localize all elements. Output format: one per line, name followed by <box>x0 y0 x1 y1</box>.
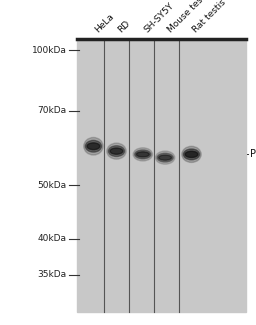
Ellipse shape <box>110 148 123 154</box>
Ellipse shape <box>136 152 149 157</box>
Text: PTBP2: PTBP2 <box>250 150 256 159</box>
Text: SH-SY5Y: SH-SY5Y <box>142 1 175 34</box>
Ellipse shape <box>85 140 102 152</box>
Text: Mouse testis: Mouse testis <box>166 0 213 34</box>
Bar <box>77 39 246 312</box>
Ellipse shape <box>87 143 100 150</box>
Ellipse shape <box>108 146 125 157</box>
Text: 40kDa: 40kDa <box>38 234 67 243</box>
Text: HeLa: HeLa <box>93 12 116 34</box>
Text: RD: RD <box>116 19 132 34</box>
Ellipse shape <box>185 151 198 158</box>
Ellipse shape <box>135 150 151 159</box>
Text: 35kDa: 35kDa <box>37 270 67 279</box>
Ellipse shape <box>107 143 126 159</box>
Text: 50kDa: 50kDa <box>37 181 67 190</box>
Ellipse shape <box>133 148 153 161</box>
Text: Rat testis: Rat testis <box>191 0 228 34</box>
Ellipse shape <box>157 153 173 162</box>
Ellipse shape <box>183 149 200 160</box>
Ellipse shape <box>155 151 175 164</box>
Ellipse shape <box>182 146 201 162</box>
Ellipse shape <box>84 137 103 155</box>
Text: 70kDa: 70kDa <box>37 106 67 115</box>
Ellipse shape <box>159 155 172 160</box>
Text: 100kDa: 100kDa <box>32 46 67 55</box>
